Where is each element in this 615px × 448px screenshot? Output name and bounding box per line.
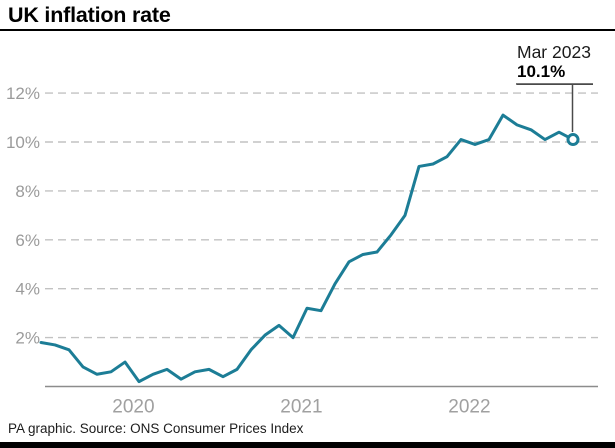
- annotation-value-label: 10.1%: [517, 62, 566, 81]
- annotation-date-label: Mar 2023: [517, 42, 591, 62]
- y-tick-label: 6%: [15, 231, 40, 250]
- y-axis-tick-labels: 2% 4% 6% 8% 10% 12%: [6, 84, 40, 348]
- y-tick-label: 12%: [6, 84, 40, 103]
- x-tick-label: 2020: [112, 397, 154, 418]
- gridlines: [45, 92, 598, 339]
- y-tick-label: 2%: [15, 329, 40, 348]
- inflation-series-line: [39, 113, 575, 384]
- x-tick-label: 2022: [448, 397, 490, 418]
- y-tick-label: 4%: [15, 280, 40, 299]
- page-title: UK inflation rate: [8, 3, 171, 27]
- x-tick-label: 2021: [280, 397, 322, 418]
- bottom-black-bar: [0, 442, 615, 448]
- y-tick-label: 10%: [6, 133, 40, 152]
- annotation-callout-lines: [516, 83, 593, 133]
- header: UK inflation rate: [0, 0, 615, 31]
- latest-point-marker: [566, 133, 580, 147]
- x-axis-tick-labels: 2020 2021 2022: [112, 397, 490, 418]
- y-tick-label: 8%: [15, 182, 40, 201]
- source-credit: PA graphic. Source: ONS Consumer Prices …: [8, 421, 304, 436]
- end-point-annotation: Mar 2023 10.1%: [517, 42, 593, 85]
